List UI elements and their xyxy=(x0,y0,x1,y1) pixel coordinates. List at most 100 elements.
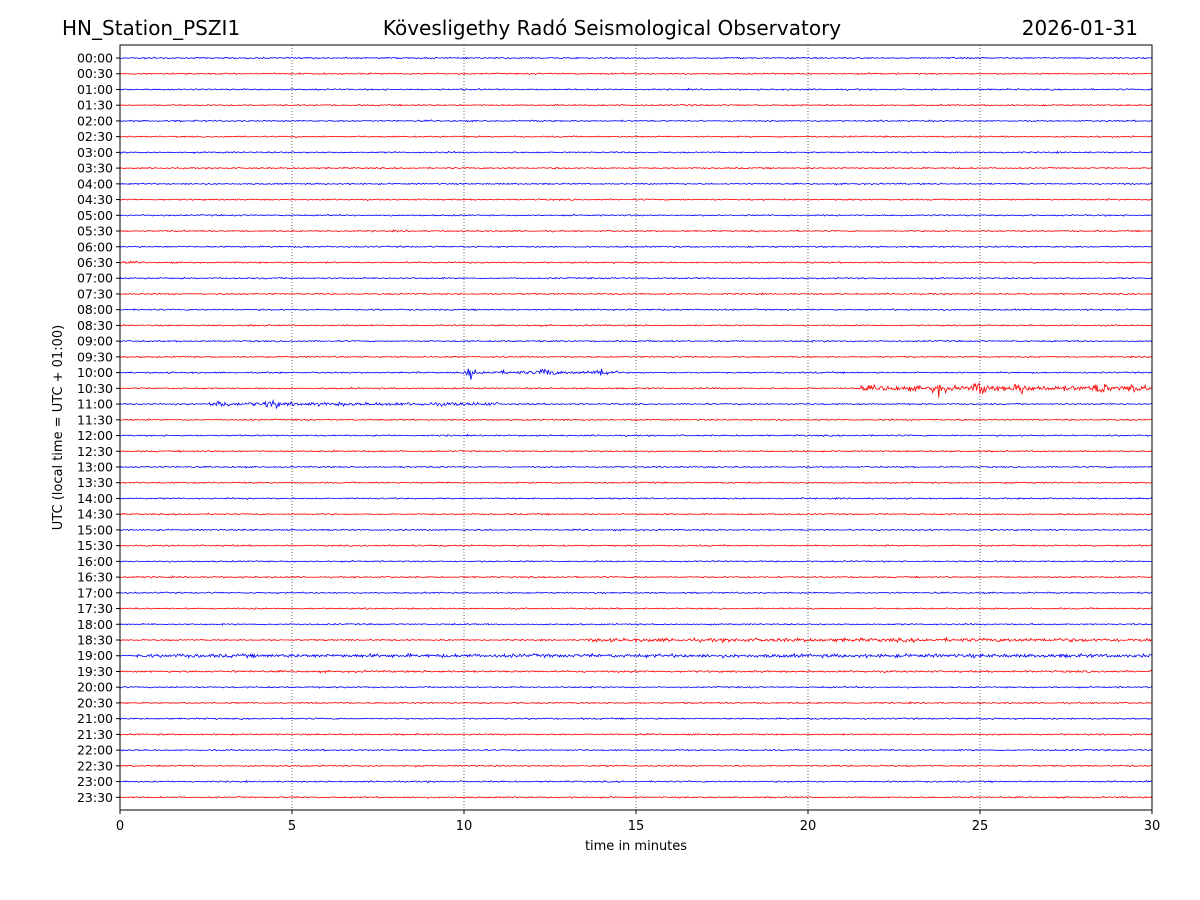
y-tick-label: 05:00 xyxy=(77,208,113,223)
trace-1230 xyxy=(119,449,1153,453)
trace-0530 xyxy=(119,229,1153,233)
trace-1830 xyxy=(119,636,1153,644)
y-tick-label: 18:00 xyxy=(77,617,113,632)
trace-1200 xyxy=(119,433,1153,438)
y-tick-label: 13:00 xyxy=(77,459,113,474)
y-tick-label: 15:00 xyxy=(77,522,113,537)
trace-0430 xyxy=(119,197,1153,202)
trace-0000 xyxy=(119,56,1153,60)
trace-1100 xyxy=(119,399,1153,410)
trace-1800 xyxy=(119,622,1153,626)
y-tick-label: 05:30 xyxy=(77,224,113,239)
x-tick-label: 25 xyxy=(972,819,989,834)
trace-1930 xyxy=(119,669,1153,674)
x-axis-label: time in minutes xyxy=(585,839,687,854)
trace-0100 xyxy=(119,87,1153,92)
y-tick-label: 00:00 xyxy=(77,51,113,66)
trace-1400 xyxy=(119,496,1153,501)
y-tick-label: 19:00 xyxy=(77,648,113,663)
trace-1030 xyxy=(119,382,1153,398)
trace-0630 xyxy=(119,260,1153,264)
y-tick-label: 22:00 xyxy=(77,743,113,758)
trace-1700 xyxy=(119,591,1153,595)
trace-0400 xyxy=(119,182,1153,186)
trace-2130 xyxy=(119,732,1153,736)
x-tick-label: 10 xyxy=(456,819,473,834)
trace-0730 xyxy=(119,292,1153,296)
y-tick-label: 16:30 xyxy=(77,570,113,585)
y-tick-label: 06:30 xyxy=(77,255,113,270)
trace-0830 xyxy=(119,323,1153,328)
y-tick-label: 07:30 xyxy=(77,286,113,301)
trace-2230 xyxy=(119,764,1153,768)
trace-2200 xyxy=(119,748,1153,752)
y-axis-ticks: 00:0000:3001:0001:3002:0002:3003:0003:30… xyxy=(77,51,120,805)
y-tick-label: 09:00 xyxy=(77,334,113,349)
x-axis-ticks: 0 5 10 15 20 25 30 xyxy=(116,810,1160,834)
trace-0930 xyxy=(119,355,1153,359)
trace-0800 xyxy=(119,308,1153,312)
observatory-title: Kövesligethy Radó Seismological Observat… xyxy=(382,16,842,40)
y-tick-label: 10:30 xyxy=(77,381,113,396)
y-tick-label: 10:00 xyxy=(77,365,113,380)
y-tick-label: 07:00 xyxy=(77,271,113,286)
y-tick-label: 04:30 xyxy=(77,192,113,207)
y-tick-label: 11:30 xyxy=(77,412,113,427)
grid-lines xyxy=(291,45,981,810)
y-tick-label: 21:00 xyxy=(77,711,113,726)
trace-1530 xyxy=(119,544,1153,548)
y-tick-label: 02:00 xyxy=(77,113,113,128)
y-tick-label: 09:30 xyxy=(77,349,113,364)
y-tick-label: 18:30 xyxy=(77,633,113,648)
y-tick-label: 17:00 xyxy=(77,585,113,600)
trace-2300 xyxy=(119,779,1153,784)
y-tick-label: 20:30 xyxy=(77,695,113,710)
y-tick-label: 01:00 xyxy=(77,82,113,97)
y-tick-label: 12:00 xyxy=(77,428,113,443)
station-label: HN_Station_PSZI1 xyxy=(62,16,241,40)
trace-0230 xyxy=(119,135,1153,139)
trace-0700 xyxy=(119,276,1153,280)
trace-1300 xyxy=(119,465,1153,469)
y-tick-label: 20:00 xyxy=(77,680,113,695)
trace-0300 xyxy=(119,150,1153,155)
y-tick-label: 11:00 xyxy=(77,397,113,412)
x-tick-label: 15 xyxy=(628,819,645,834)
x-tick-label: 0 xyxy=(116,819,124,834)
y-tick-label: 19:30 xyxy=(77,664,113,679)
x-tick-label: 5 xyxy=(288,819,296,834)
y-tick-label: 06:00 xyxy=(77,239,113,254)
trace-0200 xyxy=(119,119,1153,123)
trace-0030 xyxy=(119,72,1153,76)
trace-1900 xyxy=(119,652,1153,660)
trace-0330 xyxy=(119,166,1153,170)
y-tick-label: 22:30 xyxy=(77,758,113,773)
y-tick-label: 08:30 xyxy=(77,318,113,333)
y-tick-label: 03:30 xyxy=(77,161,113,176)
trace-0600 xyxy=(119,245,1153,249)
trace-2000 xyxy=(119,685,1153,689)
y-tick-label: 17:30 xyxy=(77,601,113,616)
trace-0900 xyxy=(119,339,1153,343)
trace-2100 xyxy=(119,717,1153,721)
y-tick-label: 04:00 xyxy=(77,176,113,191)
x-tick-label: 20 xyxy=(800,819,817,834)
trace-1500 xyxy=(119,528,1153,532)
y-tick-label: 23:00 xyxy=(77,774,113,789)
y-tick-label: 14:00 xyxy=(77,491,113,506)
y-tick-label: 01:30 xyxy=(77,98,113,113)
trace-1430 xyxy=(119,512,1153,516)
y-tick-label: 23:30 xyxy=(77,790,113,805)
y-tick-label: 03:00 xyxy=(77,145,113,160)
y-tick-label: 02:30 xyxy=(77,129,113,144)
y-axis-label: UTC (local time = UTC + 01:00) xyxy=(51,325,66,530)
y-tick-label: 21:30 xyxy=(77,727,113,742)
y-tick-label: 13:30 xyxy=(77,475,113,490)
y-tick-label: 00:30 xyxy=(77,66,113,81)
trace-1130 xyxy=(119,418,1153,422)
y-tick-label: 15:30 xyxy=(77,538,113,553)
y-tick-label: 12:30 xyxy=(77,444,113,459)
trace-1730 xyxy=(119,607,1153,610)
trace-1600 xyxy=(119,559,1153,563)
